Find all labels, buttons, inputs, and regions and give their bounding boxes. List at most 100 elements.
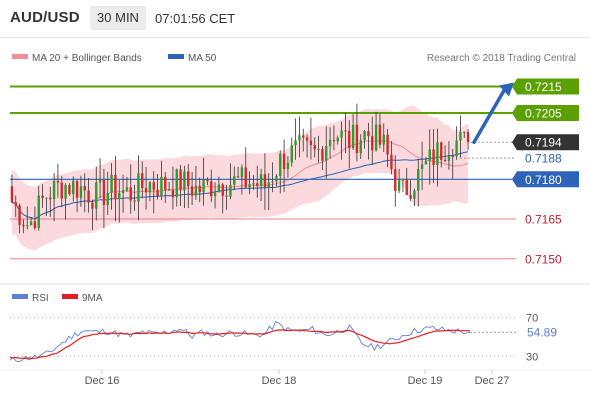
candle-body — [279, 153, 282, 177]
candle-body — [133, 200, 136, 202]
candle-body — [325, 146, 328, 161]
header-divider — [0, 37, 590, 38]
candle-body — [263, 174, 267, 188]
candle-body — [390, 154, 393, 170]
candle-body — [440, 142, 443, 160]
candle-body — [252, 183, 255, 185]
arrow-head — [499, 82, 514, 97]
x-tick-label: Dec 27 — [475, 375, 510, 387]
candle-body — [14, 202, 17, 206]
ma20-legend-swatch — [12, 54, 28, 59]
candle-body — [152, 182, 155, 190]
resistance-price-tag — [512, 78, 579, 95]
candle-body — [22, 224, 25, 227]
candle-body — [18, 205, 21, 225]
candle-body — [355, 124, 359, 154]
rsi-ma-legend-swatch — [62, 294, 78, 299]
candle-body — [367, 131, 370, 137]
candle-body — [275, 176, 278, 182]
candle-body — [95, 182, 98, 209]
rsi-last-value: 54.89 — [527, 325, 557, 339]
candle-body — [401, 178, 405, 181]
candle-body — [336, 137, 339, 142]
candles — [10, 103, 470, 234]
candle-body — [164, 176, 167, 191]
reference-price-label: 0.7188 — [525, 152, 562, 166]
candle-body — [26, 225, 29, 227]
rsi-legend-label: RSI — [32, 293, 49, 304]
candle-body — [417, 168, 420, 191]
candle-body — [179, 169, 182, 191]
rsi-ma-line — [9, 329, 471, 360]
chart-header: AUD/USD 30 MIN 07:01:56 CET — [0, 0, 590, 38]
candle-body — [305, 137, 309, 141]
weak-price-label: 0.7165 — [525, 213, 562, 227]
candle-body — [52, 181, 56, 200]
candle-body — [91, 202, 94, 209]
candle-body — [302, 135, 305, 138]
candle-body — [328, 139, 332, 147]
candle-body — [79, 186, 83, 198]
resistance-price-label: 0.7205 — [525, 107, 562, 121]
candle-body — [240, 167, 244, 178]
candle-body — [29, 221, 33, 226]
ma20-legend-label: MA 20 + Bollinger Bands — [32, 53, 142, 64]
candle-body — [259, 174, 263, 186]
candle-body — [160, 176, 163, 196]
price-panel: 0.7215 0.7205 0.7194 0.7188 0.7180 0.7165 0.71… — [10, 78, 579, 266]
candle-body — [225, 195, 228, 197]
candle-body — [41, 195, 44, 198]
candle-body — [397, 180, 401, 191]
candle-body — [424, 160, 428, 165]
candle-body — [413, 190, 416, 199]
candle-body — [33, 221, 37, 229]
rsi-level-label: 70 — [526, 313, 538, 325]
candle-body — [309, 140, 313, 146]
candle-body — [432, 149, 435, 165]
target-arrow — [472, 82, 514, 144]
weak-price-label: 0.7150 — [525, 252, 562, 266]
candle-body — [37, 195, 40, 229]
candle-body — [221, 184, 224, 196]
candle-body — [137, 173, 140, 202]
candle-body — [175, 169, 178, 198]
candle-body — [114, 174, 117, 200]
candle-body — [298, 135, 301, 141]
candle-body — [394, 169, 397, 191]
current-price-label: 0.7194 — [525, 136, 562, 150]
candle-body — [156, 189, 159, 196]
candle-body — [171, 189, 175, 198]
resistance-price-tag — [512, 105, 579, 122]
candle-body — [236, 176, 240, 178]
candle-body — [455, 140, 458, 157]
candle-body — [466, 132, 470, 143]
x-tick-label: Dec 16 — [85, 375, 120, 387]
level-labels: 0.7215 0.7205 0.7194 0.7188 0.7180 0.7165 0.71… — [512, 78, 579, 266]
rsi-level-label: 30 — [526, 351, 538, 363]
candle-body — [451, 156, 454, 158]
candle-body — [83, 186, 86, 191]
candle-body — [49, 197, 52, 200]
candle-body — [290, 145, 293, 163]
x-tick-label: Dec 18 — [262, 375, 297, 387]
candle-body — [363, 131, 366, 141]
arrow-shaft — [472, 88, 506, 144]
current-price-tag — [512, 134, 579, 151]
candle-body — [110, 174, 113, 193]
candle-body — [405, 178, 408, 195]
candle-body — [371, 136, 374, 151]
candle-body — [233, 176, 236, 185]
candle-body — [56, 181, 60, 183]
rsi-legend-swatch — [12, 294, 28, 299]
candle-body — [217, 184, 221, 193]
ma50-legend-label: MA 50 — [188, 53, 217, 64]
candle-body — [141, 173, 144, 189]
candle-body — [294, 140, 297, 146]
candle-body — [348, 130, 351, 148]
candle-body — [125, 187, 129, 191]
candle-body — [447, 156, 451, 161]
support-price-tag — [512, 171, 579, 188]
candle-body — [332, 139, 336, 142]
timeframe-badge[interactable]: 30 MIN — [90, 6, 146, 30]
